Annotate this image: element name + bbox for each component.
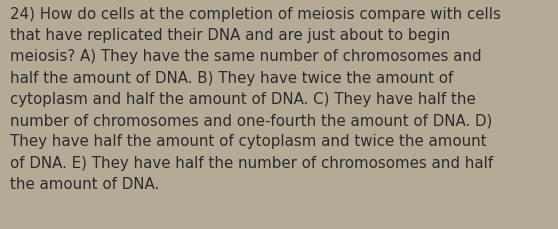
Text: 24) How do cells at the completion of meiosis compare with cells
that have repli: 24) How do cells at the completion of me…: [10, 7, 501, 191]
